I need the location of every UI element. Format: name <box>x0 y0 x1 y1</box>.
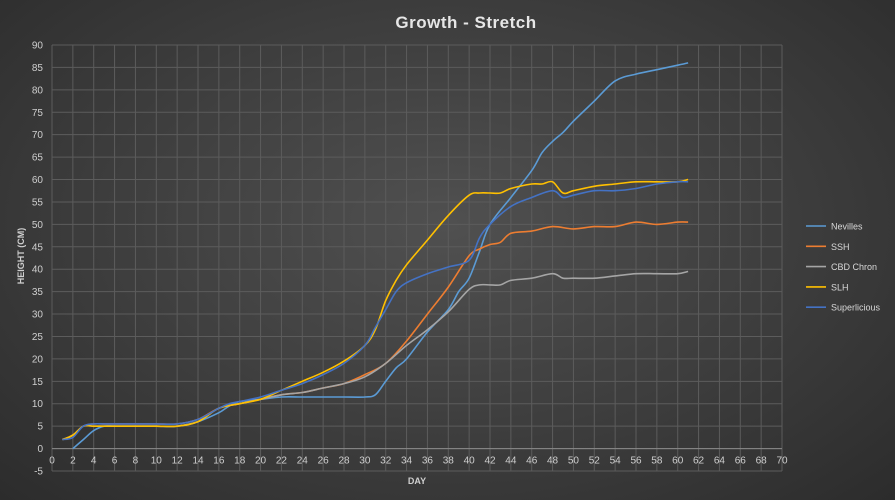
y-tick-label: 35 <box>32 287 44 298</box>
legend-label-ssh: SSH <box>831 242 850 252</box>
x-tick-label: 14 <box>192 456 204 467</box>
x-tick-label: 66 <box>735 456 747 467</box>
y-tick-label: 10 <box>32 399 44 410</box>
x-tick-label: 62 <box>693 456 705 467</box>
x-tick-label: 30 <box>359 456 371 467</box>
legend-label-slh: SLH <box>831 282 849 292</box>
y-tick-label: 20 <box>32 354 44 365</box>
legend-label-cbd-chron: CBD Chron <box>831 262 877 272</box>
series-line-superlicious <box>62 180 689 441</box>
x-tick-label: 22 <box>276 456 288 467</box>
y-tick-label: 50 <box>32 220 44 231</box>
x-tick-label: 34 <box>401 456 413 467</box>
x-tick-label: 26 <box>318 456 330 467</box>
x-tick-label: 10 <box>151 456 163 467</box>
y-tick-label: 5 <box>37 422 43 433</box>
x-tick-label: 8 <box>133 456 139 467</box>
x-tick-label: 64 <box>714 456 726 467</box>
legend: Nevilles SSH CBD Chron SLH Superlicious <box>806 222 881 313</box>
x-tick-label: 24 <box>297 456 309 467</box>
x-tick-label: 42 <box>484 456 496 467</box>
x-tick-label: 50 <box>568 456 580 467</box>
x-tick-label: 16 <box>213 456 225 467</box>
x-tick-label: 68 <box>756 456 768 467</box>
x-tick-label: 60 <box>672 456 684 467</box>
x-tick-label: 18 <box>234 456 246 467</box>
y-tick-label: 90 <box>32 41 44 52</box>
x-tick-label: 70 <box>776 456 788 467</box>
x-tick-label: 4 <box>91 456 97 467</box>
y-tick-label: 25 <box>32 332 44 343</box>
y-tick-label: 15 <box>32 377 44 388</box>
gridlines <box>51 44 783 472</box>
x-tick-label: 0 <box>49 456 55 467</box>
x-tick-label: 6 <box>112 456 118 467</box>
y-axis-ticks: -5 0 5 10 15 20 25 30 35 40 45 50 55 60 65 70 75 80 85 90 <box>32 41 44 478</box>
series-line-nevilles <box>72 62 689 450</box>
x-tick-label: 52 <box>589 456 601 467</box>
y-tick-label: 0 <box>37 444 43 455</box>
series-lines <box>62 62 689 450</box>
x-axis-ticks: 0 2 4 6 8 10 12 14 16 18 20 22 24 26 28 30 32 34 36 38 40 42 4… <box>49 456 788 467</box>
x-tick-label: 20 <box>255 456 267 467</box>
x-tick-label: 36 <box>422 456 434 467</box>
y-tick-label: 40 <box>32 265 44 276</box>
legend-label-superlicious: Superlicious <box>831 303 881 313</box>
y-tick-label: 75 <box>32 108 44 119</box>
y-tick-label: 55 <box>32 197 44 208</box>
x-tick-label: 32 <box>380 456 392 467</box>
y-tick-label: -5 <box>34 467 43 478</box>
y-tick-label: 30 <box>32 310 44 321</box>
x-tick-label: 58 <box>651 456 663 467</box>
chart-title: Growth - Stretch <box>395 13 536 32</box>
x-tick-label: 38 <box>443 456 455 467</box>
y-tick-label: 60 <box>32 175 44 186</box>
x-tick-label: 40 <box>464 456 476 467</box>
y-tick-label: 65 <box>32 153 44 164</box>
x-tick-label: 56 <box>630 456 642 467</box>
y-tick-label: 85 <box>32 63 44 74</box>
y-axis-title: HEIGHT (CM) <box>16 228 26 285</box>
x-tick-label: 54 <box>610 456 622 467</box>
x-tick-label: 44 <box>505 456 517 467</box>
x-tick-label: 46 <box>526 456 538 467</box>
x-tick-label: 12 <box>172 456 184 467</box>
y-tick-label: 80 <box>32 85 44 96</box>
x-tick-label: 28 <box>338 456 350 467</box>
x-axis-title: DAY <box>408 476 426 486</box>
x-tick-label: 2 <box>70 456 76 467</box>
legend-label-nevilles: Nevilles <box>831 222 863 232</box>
series-line-slh <box>62 178 689 441</box>
y-tick-label: 70 <box>32 130 44 141</box>
y-tick-label: 45 <box>32 242 44 253</box>
x-tick-label: 48 <box>547 456 559 467</box>
